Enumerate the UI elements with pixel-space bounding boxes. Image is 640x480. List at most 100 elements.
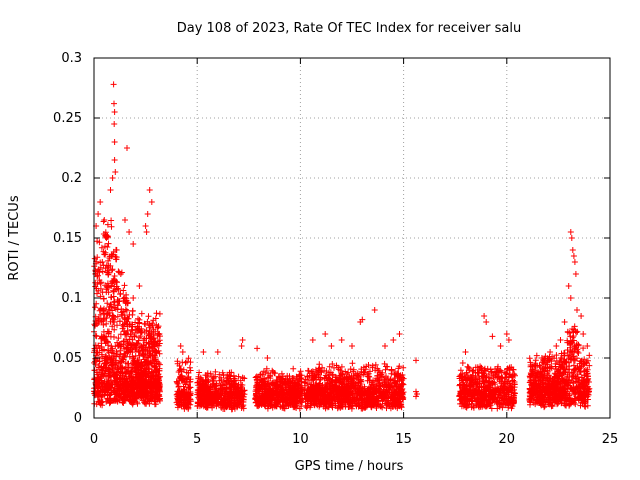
data-point — [240, 399, 247, 405]
data-point — [264, 380, 271, 387]
data-point — [384, 363, 391, 370]
data-point — [394, 378, 401, 385]
data-point — [470, 372, 477, 379]
data-point — [100, 321, 107, 328]
data-point — [463, 369, 470, 376]
data-point — [350, 374, 357, 381]
data-point — [150, 317, 157, 324]
data-point — [127, 341, 134, 348]
data-point — [270, 385, 277, 392]
data-point — [110, 251, 117, 258]
data-point — [121, 395, 128, 401]
data-point — [267, 401, 274, 408]
data-point — [526, 395, 533, 402]
data-point — [204, 387, 211, 394]
data-point — [202, 398, 209, 405]
data-point — [392, 389, 399, 396]
data-point — [123, 368, 130, 375]
data-point — [129, 307, 136, 314]
data-point — [136, 343, 143, 350]
data-point — [119, 381, 126, 388]
data-point — [239, 388, 246, 394]
data-point — [114, 322, 120, 329]
data-point — [488, 405, 495, 412]
data-point — [574, 371, 581, 377]
data-point — [106, 400, 113, 407]
data-point — [93, 381, 100, 388]
data-point — [398, 404, 405, 411]
data-point — [387, 376, 394, 383]
data-point — [376, 380, 383, 387]
data-point — [583, 360, 590, 367]
data-point — [104, 221, 111, 228]
data-point — [511, 389, 518, 396]
data-point — [457, 391, 464, 398]
data-point — [580, 345, 587, 352]
data-point — [478, 388, 485, 395]
data-point — [368, 403, 375, 409]
data-point — [272, 381, 278, 388]
data-point — [278, 370, 285, 377]
data-point — [154, 332, 161, 339]
data-point — [120, 356, 127, 363]
data-point — [486, 385, 493, 391]
data-point — [215, 394, 222, 401]
data-point — [104, 244, 111, 250]
data-point — [104, 280, 111, 287]
data-point — [117, 376, 123, 383]
data-point — [257, 393, 264, 400]
data-point — [235, 373, 242, 380]
data-point — [145, 313, 152, 320]
data-point — [470, 381, 477, 388]
data-point — [555, 368, 562, 375]
data-point — [156, 383, 163, 390]
data-point — [203, 377, 210, 384]
data-point — [279, 378, 286, 385]
data-point — [508, 364, 515, 371]
data-point — [329, 361, 336, 367]
data-point — [390, 377, 397, 384]
data-point — [278, 386, 284, 393]
data-point — [228, 391, 235, 398]
data-point — [383, 373, 389, 380]
data-point — [462, 394, 469, 401]
data-point — [304, 373, 311, 380]
data-point — [273, 382, 280, 389]
data-point — [304, 402, 311, 409]
data-point — [102, 370, 109, 377]
data-point — [557, 354, 564, 361]
data-point — [111, 326, 118, 333]
data-point — [110, 293, 117, 300]
data-point — [526, 355, 533, 362]
data-point — [565, 355, 572, 362]
data-point — [185, 404, 192, 411]
data-point — [135, 337, 142, 344]
data-point — [97, 285, 104, 292]
data-point — [107, 391, 114, 398]
data-point — [139, 376, 146, 383]
data-point — [152, 347, 159, 354]
data-point — [255, 374, 262, 381]
data-point — [153, 366, 160, 373]
data-point — [148, 339, 155, 346]
data-point — [101, 346, 108, 353]
data-point — [396, 391, 403, 398]
data-point — [476, 400, 483, 407]
data-point — [98, 373, 105, 380]
data-point — [586, 352, 593, 359]
data-point — [92, 322, 99, 329]
data-point — [392, 369, 399, 375]
data-point — [350, 383, 357, 389]
data-point — [117, 359, 124, 366]
data-point — [505, 404, 512, 411]
data-point — [575, 350, 582, 356]
data-point — [200, 384, 207, 391]
data-point — [94, 273, 101, 280]
data-point — [374, 375, 381, 381]
data-point — [322, 385, 329, 392]
data-point — [123, 386, 130, 393]
data-point — [105, 283, 112, 290]
data-point — [508, 401, 514, 408]
data-point — [280, 403, 287, 410]
data-point — [489, 393, 496, 400]
